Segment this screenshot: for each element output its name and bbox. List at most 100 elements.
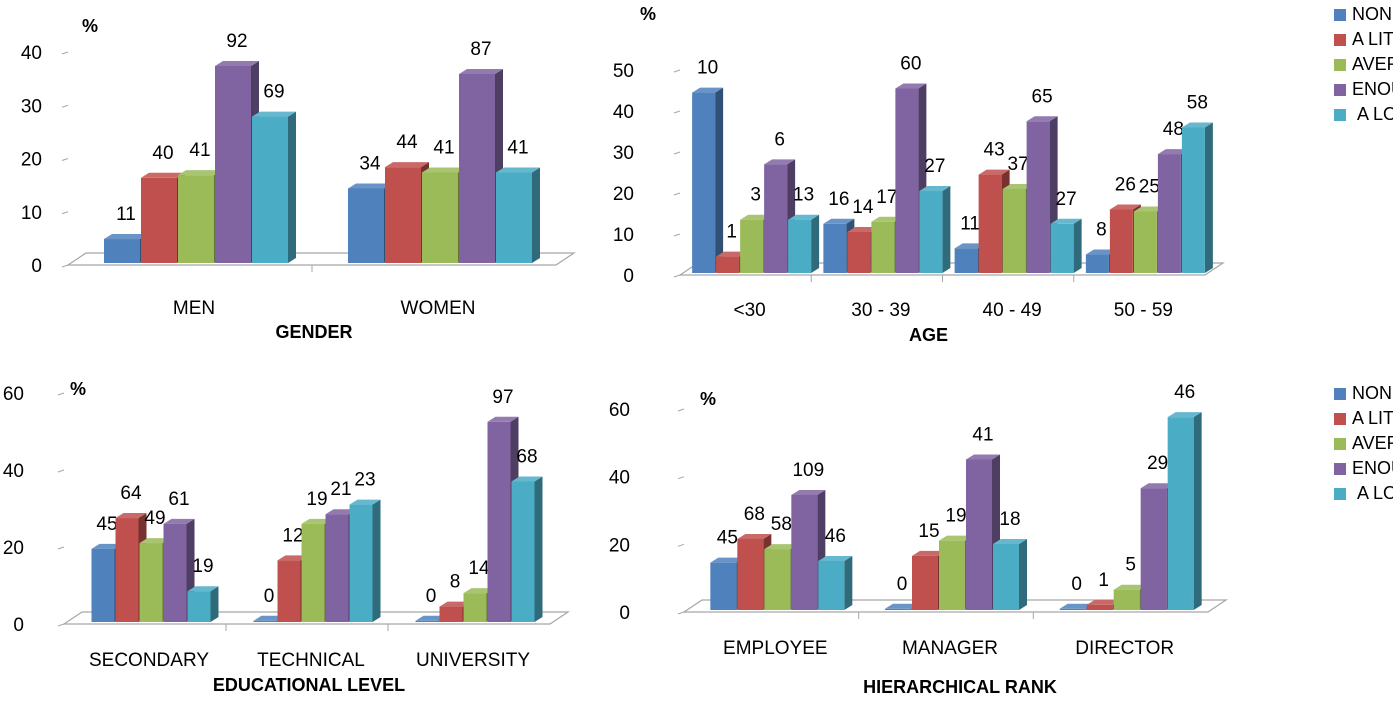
data-label: 40: [152, 143, 173, 164]
data-label: 44: [396, 132, 418, 153]
y-tick-label: 40: [21, 43, 42, 64]
bar-front: [788, 219, 812, 273]
bar-top: [871, 216, 903, 222]
bar-front: [919, 191, 943, 273]
bar-side: [811, 214, 820, 273]
bar-top: [385, 162, 429, 168]
data-label: 17: [876, 187, 897, 208]
legend-label: A LITTLE: [1352, 29, 1393, 49]
bar-top: [1026, 116, 1058, 122]
legend-swatch: [1334, 8, 1346, 21]
y-tick-mark: [673, 151, 681, 155]
data-label: 5: [1125, 555, 1136, 576]
data-label: 16: [828, 189, 849, 210]
data-label: 41: [433, 137, 454, 158]
category-label: EMPLOYEE: [723, 638, 828, 659]
legend-label: ENOUGH: [1352, 458, 1393, 478]
bar-top: [104, 234, 148, 240]
legend-item-enough: ENOUGH: [1334, 456, 1393, 481]
y-tick-label: 40: [613, 102, 634, 123]
bar-top: [511, 476, 543, 482]
bar-front: [1167, 417, 1194, 610]
bar-top: [788, 214, 820, 220]
y-tick-label: 0: [13, 615, 24, 636]
data-label: 13: [793, 185, 814, 206]
legend-swatch: [1334, 83, 1346, 96]
data-label: 65: [1032, 86, 1053, 107]
y-tick-label: 10: [613, 225, 634, 246]
data-label: 45: [717, 528, 738, 549]
bar-top: [253, 615, 285, 621]
data-label: 48: [1163, 119, 1184, 140]
category-label: 30 - 39: [851, 300, 910, 321]
data-label: 68: [516, 446, 537, 467]
legend-swatch: [1334, 487, 1346, 500]
bar-front: [487, 421, 511, 622]
category-label: <30: [734, 300, 766, 321]
bar-top: [978, 169, 1010, 175]
bar-top: [91, 543, 123, 549]
bar-top: [496, 167, 540, 173]
data-label: 87: [470, 39, 491, 60]
y-tick-mark: [677, 408, 685, 412]
data-label: 11: [960, 213, 980, 234]
bar-top: [325, 509, 357, 515]
legend-item-enough: ENOUGH: [1334, 77, 1393, 102]
bar-front: [966, 459, 992, 610]
y-tick-label: 30: [613, 143, 634, 164]
bar-front: [764, 549, 791, 610]
legend-item-a-lot: A LOT: [1334, 481, 1393, 506]
bar-front: [439, 606, 463, 622]
bar-front: [823, 223, 847, 273]
bar-side: [844, 555, 853, 610]
bar-front: [1002, 188, 1026, 273]
bar-side: [942, 186, 951, 273]
bar-top: [422, 167, 466, 173]
y-tick-label: 20: [613, 184, 634, 205]
data-label: 45: [96, 514, 117, 535]
legend-label: A LITTLE: [1352, 408, 1393, 428]
legend-swatch: [1334, 108, 1346, 121]
bar-top: [459, 68, 503, 74]
bar-top: [178, 170, 222, 176]
y-tick-label: 0: [619, 603, 630, 624]
data-label: 1: [726, 222, 737, 243]
bar-top: [415, 615, 447, 621]
data-label: 49: [144, 508, 165, 529]
y-tick-mark: [61, 158, 69, 161]
bar-top: [912, 550, 946, 556]
legend-item-average: AVERAGE: [1334, 431, 1393, 456]
bar-a-lot-30-39: [919, 186, 951, 273]
y-tick-label: 60: [609, 400, 630, 421]
bar-a-lot-university: [511, 476, 543, 622]
bar-top: [439, 601, 471, 607]
bar-top: [1133, 206, 1165, 212]
bar-a-lot-employee: [818, 555, 853, 610]
data-label: 58: [771, 514, 792, 535]
bar-front: [459, 73, 495, 264]
bar-front: [1181, 127, 1205, 273]
bar-front: [385, 167, 421, 263]
y-tick-mark: [61, 264, 69, 268]
bar-a-lot-manager: [993, 539, 1027, 610]
bar-front: [737, 538, 764, 610]
bar-front: [1133, 211, 1157, 273]
category-label: UNIVERSITY: [416, 650, 530, 671]
x-axis-title: GENDER: [275, 322, 352, 342]
y-tick-mark: [677, 476, 685, 480]
data-label: 8: [450, 572, 461, 593]
data-label: 41: [189, 140, 210, 161]
data-label: 29: [1147, 453, 1168, 474]
bar-front: [115, 518, 139, 622]
legend-item-a-lot: A LOT: [1334, 102, 1393, 127]
category-label: TECHNICAL: [257, 650, 365, 671]
data-label: 46: [825, 526, 846, 547]
bar-side: [532, 167, 540, 263]
bar-front: [187, 591, 211, 622]
bar-top: [1181, 122, 1213, 128]
bar-a-lot-technical: [349, 499, 381, 622]
bar-front: [993, 544, 1019, 610]
y-tick-mark: [61, 51, 69, 55]
bar-top: [764, 544, 799, 550]
data-label: 61: [168, 489, 189, 510]
